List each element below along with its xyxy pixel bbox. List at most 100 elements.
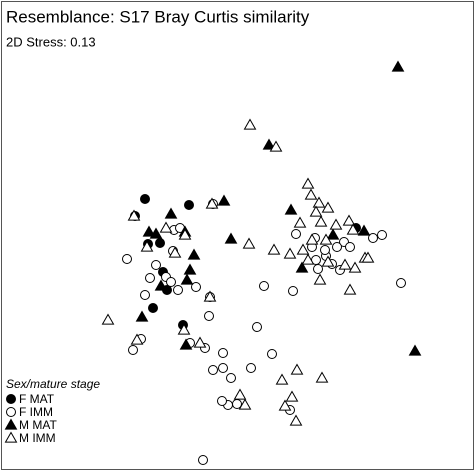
data-point: [203, 290, 217, 302]
legend-title: Sex/mature stage: [6, 377, 100, 391]
data-point: [309, 205, 323, 217]
data-point: [295, 261, 309, 273]
data-point: [293, 216, 307, 228]
data-point: [313, 264, 323, 274]
data-point: [338, 258, 352, 270]
data-point: [191, 282, 201, 292]
data-point: [168, 246, 182, 258]
data-point: [283, 247, 297, 259]
data-point: [184, 200, 194, 210]
data-point: [218, 363, 228, 373]
data-point: [269, 140, 283, 152]
chart-title: Resemblance: S17 Bray Curtis similarity: [6, 7, 310, 26]
data-point: [343, 283, 357, 295]
data-point: [208, 365, 218, 375]
data-point: [346, 223, 360, 235]
data-point: [127, 209, 141, 221]
data-point: [177, 323, 191, 335]
data-point: [122, 254, 132, 264]
data-point: [198, 455, 208, 465]
data-point: [291, 229, 301, 239]
legend-marker: [6, 407, 16, 417]
data-point: [242, 237, 256, 249]
data-point: [238, 398, 252, 410]
data-point: [155, 238, 165, 248]
data-point: [243, 118, 257, 130]
data-point: [135, 310, 149, 322]
data-point: [304, 188, 318, 200]
data-point: [154, 279, 168, 291]
data-point: [145, 273, 155, 283]
legend-marker: [4, 418, 18, 430]
data-point: [285, 390, 299, 402]
data-point: [218, 348, 228, 358]
data-point: [391, 60, 405, 72]
chart-subtitle: 2D Stress: 0.13: [6, 34, 96, 49]
data-point: [296, 243, 310, 255]
data-point: [140, 194, 150, 204]
data-point: [396, 278, 406, 288]
data-point: [140, 240, 154, 252]
data-point: [217, 396, 227, 406]
data-point: [326, 228, 340, 240]
data-point: [408, 344, 422, 356]
data-point: [321, 201, 335, 213]
data-point: [140, 290, 150, 300]
data-point: [159, 221, 173, 233]
data-point: [312, 196, 326, 208]
data-point: [226, 373, 236, 383]
legend-label: M IMM: [19, 431, 56, 445]
data-point: [267, 243, 281, 255]
data-point: [319, 233, 333, 245]
data-point: [377, 230, 387, 240]
data-point: [342, 214, 356, 226]
data-point: [259, 281, 269, 291]
data-point: [275, 373, 289, 385]
data-point: [345, 242, 355, 252]
data-point: [164, 207, 178, 219]
data-point: [101, 313, 115, 325]
legend-marker: [6, 394, 16, 404]
data-point: [289, 414, 303, 426]
data-point: [246, 363, 256, 373]
data-point: [217, 194, 231, 206]
data-point: [193, 336, 207, 348]
legend-marker: [4, 431, 18, 443]
data-point: [262, 138, 276, 150]
data-point: [290, 363, 304, 375]
data-point: [288, 286, 298, 296]
data-point: [267, 349, 277, 359]
data-point: [187, 248, 201, 260]
data-point: [151, 260, 161, 270]
data-point: [128, 345, 138, 355]
data-point: [130, 333, 144, 345]
data-point: [321, 255, 335, 267]
legend-label: M MAT: [19, 418, 57, 432]
data-point: [205, 197, 219, 209]
legend-label: F MAT: [19, 392, 55, 406]
data-point: [348, 261, 362, 273]
data-point: [149, 227, 163, 239]
data-point: [166, 277, 176, 287]
data-point: [361, 251, 375, 263]
data-point: [301, 253, 315, 265]
data-point: [320, 245, 330, 255]
data-point: [368, 233, 378, 243]
data-point: [142, 225, 156, 237]
data-point: [284, 203, 298, 215]
data-point: [233, 388, 247, 400]
data-point: [183, 263, 197, 275]
data-point: [301, 177, 315, 189]
data-point: [252, 322, 262, 332]
data-point: [332, 242, 342, 252]
data-point: [204, 311, 214, 321]
data-point: [329, 218, 343, 230]
data-point: [148, 303, 158, 313]
data-point: [178, 228, 192, 240]
data-point: [313, 273, 327, 285]
data-point: [180, 273, 194, 285]
data-point: [357, 224, 371, 236]
data-point: [305, 233, 319, 245]
